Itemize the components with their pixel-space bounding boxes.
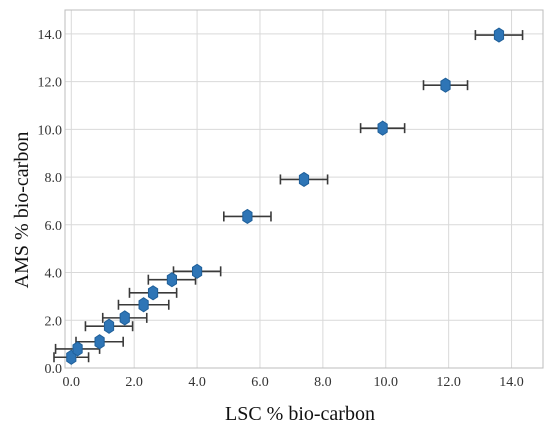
y-tick-label: 14.0	[38, 28, 63, 43]
y-tick-label: 12.0	[38, 76, 63, 91]
y-tick-label: 8.0	[45, 171, 63, 186]
data-point	[493, 27, 505, 43]
x-tick-label: 8.0	[314, 375, 332, 390]
data-point	[147, 285, 159, 301]
x-tick-label: 12.0	[436, 375, 461, 390]
data-point	[166, 272, 178, 288]
data-point	[242, 208, 253, 225]
data-point	[191, 263, 203, 279]
y-tick-label: 0.0	[45, 362, 63, 377]
plot-frame	[64, 9, 544, 369]
x-tick-label: 2.0	[125, 375, 143, 390]
data-points	[66, 27, 505, 365]
data-point	[440, 77, 451, 93]
y-tick-label: 4.0	[45, 267, 63, 282]
data-point	[377, 120, 388, 136]
y-tick-label: 10.0	[38, 123, 63, 138]
y-tick-label: 2.0	[45, 314, 63, 329]
x-axis-ticks: 0.0 2.0 4.0 6.0 8.0 10.0 12.0 14.0	[63, 375, 524, 390]
grid	[65, 10, 543, 369]
y-tick-label: 6.0	[45, 219, 63, 234]
data-point	[138, 297, 149, 313]
y-axis-ticks: 0.0 2.0 4.0 6.0 8.0 10.0 12.0 14.0	[38, 28, 63, 377]
y-axis-title: AMS % bio-carbon	[11, 132, 33, 289]
data-point	[298, 171, 310, 188]
data-point	[72, 341, 83, 357]
x-tick-label: 10.0	[374, 375, 399, 390]
data-point	[103, 318, 115, 334]
data-point	[94, 334, 105, 350]
x-tick-label: 0.0	[63, 375, 81, 390]
x-axis-title: LSC % bio-carbon	[225, 403, 375, 425]
x-tick-label: 4.0	[188, 375, 206, 390]
x-tick-label: 14.0	[499, 375, 524, 390]
x-tick-label: 6.0	[251, 375, 269, 390]
data-point	[119, 310, 130, 326]
